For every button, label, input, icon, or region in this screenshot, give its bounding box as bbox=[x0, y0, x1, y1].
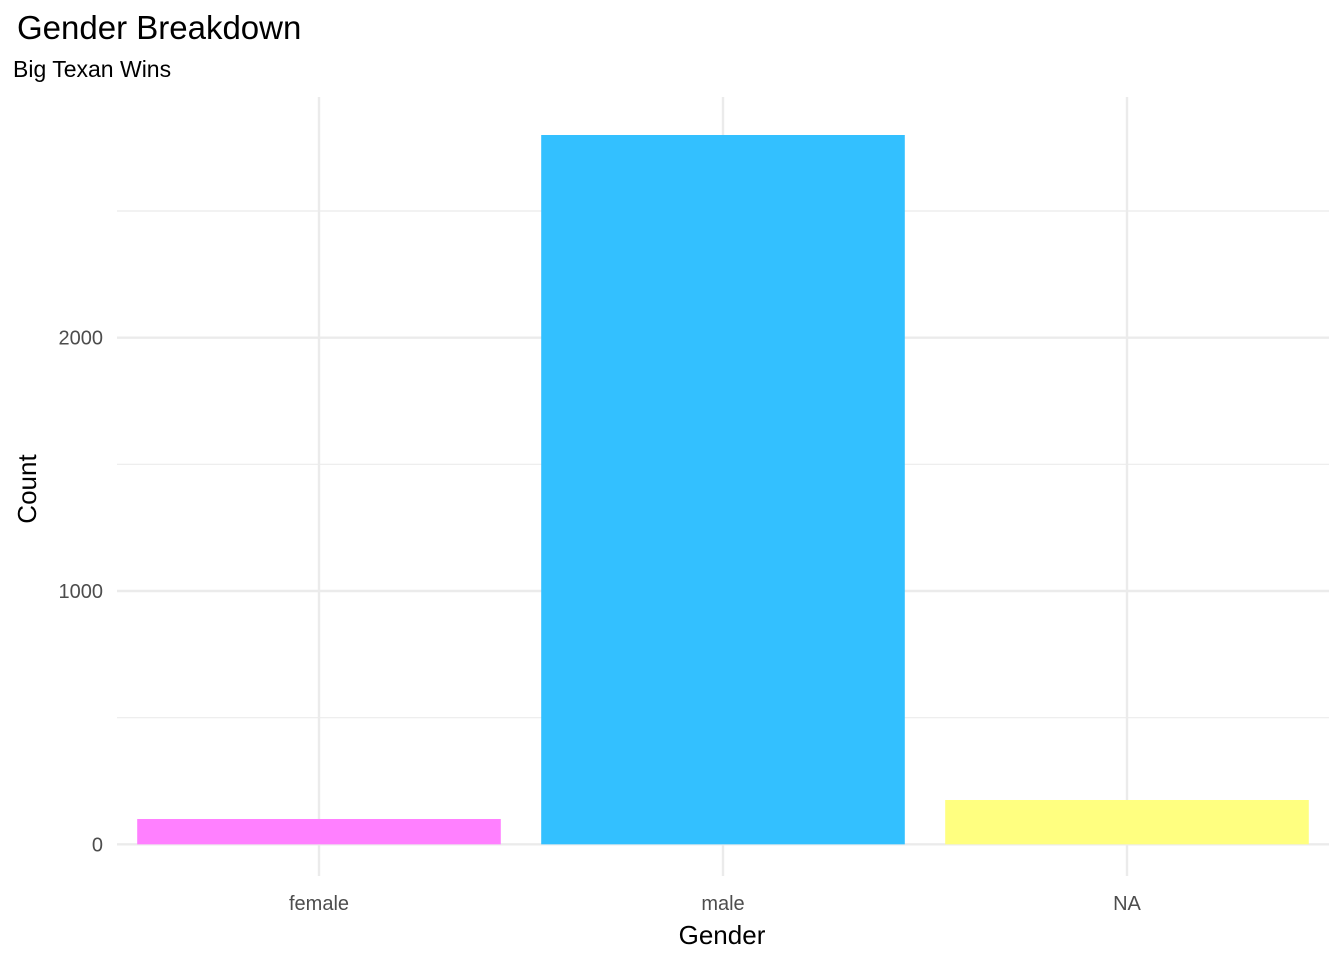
bar-na bbox=[945, 800, 1309, 845]
y-tick-label: 0 bbox=[92, 834, 103, 856]
y-tick-label: 1000 bbox=[59, 581, 104, 603]
x-tick-label: female bbox=[289, 893, 349, 915]
x-axis-title: Gender bbox=[679, 920, 766, 950]
y-axis-title: Count bbox=[12, 454, 42, 524]
chart-title: Gender Breakdown bbox=[17, 9, 302, 46]
tick-label-layer: 0 1000 2000 female male NA bbox=[59, 328, 1142, 915]
chart-subtitle: Big Texan Wins bbox=[13, 56, 172, 82]
bar-layer bbox=[137, 135, 1309, 845]
bar-female bbox=[137, 819, 501, 845]
y-tick-label: 2000 bbox=[59, 328, 104, 350]
x-tick-label: male bbox=[701, 893, 744, 915]
bar-male bbox=[541, 135, 905, 845]
x-tick-label: NA bbox=[1113, 893, 1141, 915]
